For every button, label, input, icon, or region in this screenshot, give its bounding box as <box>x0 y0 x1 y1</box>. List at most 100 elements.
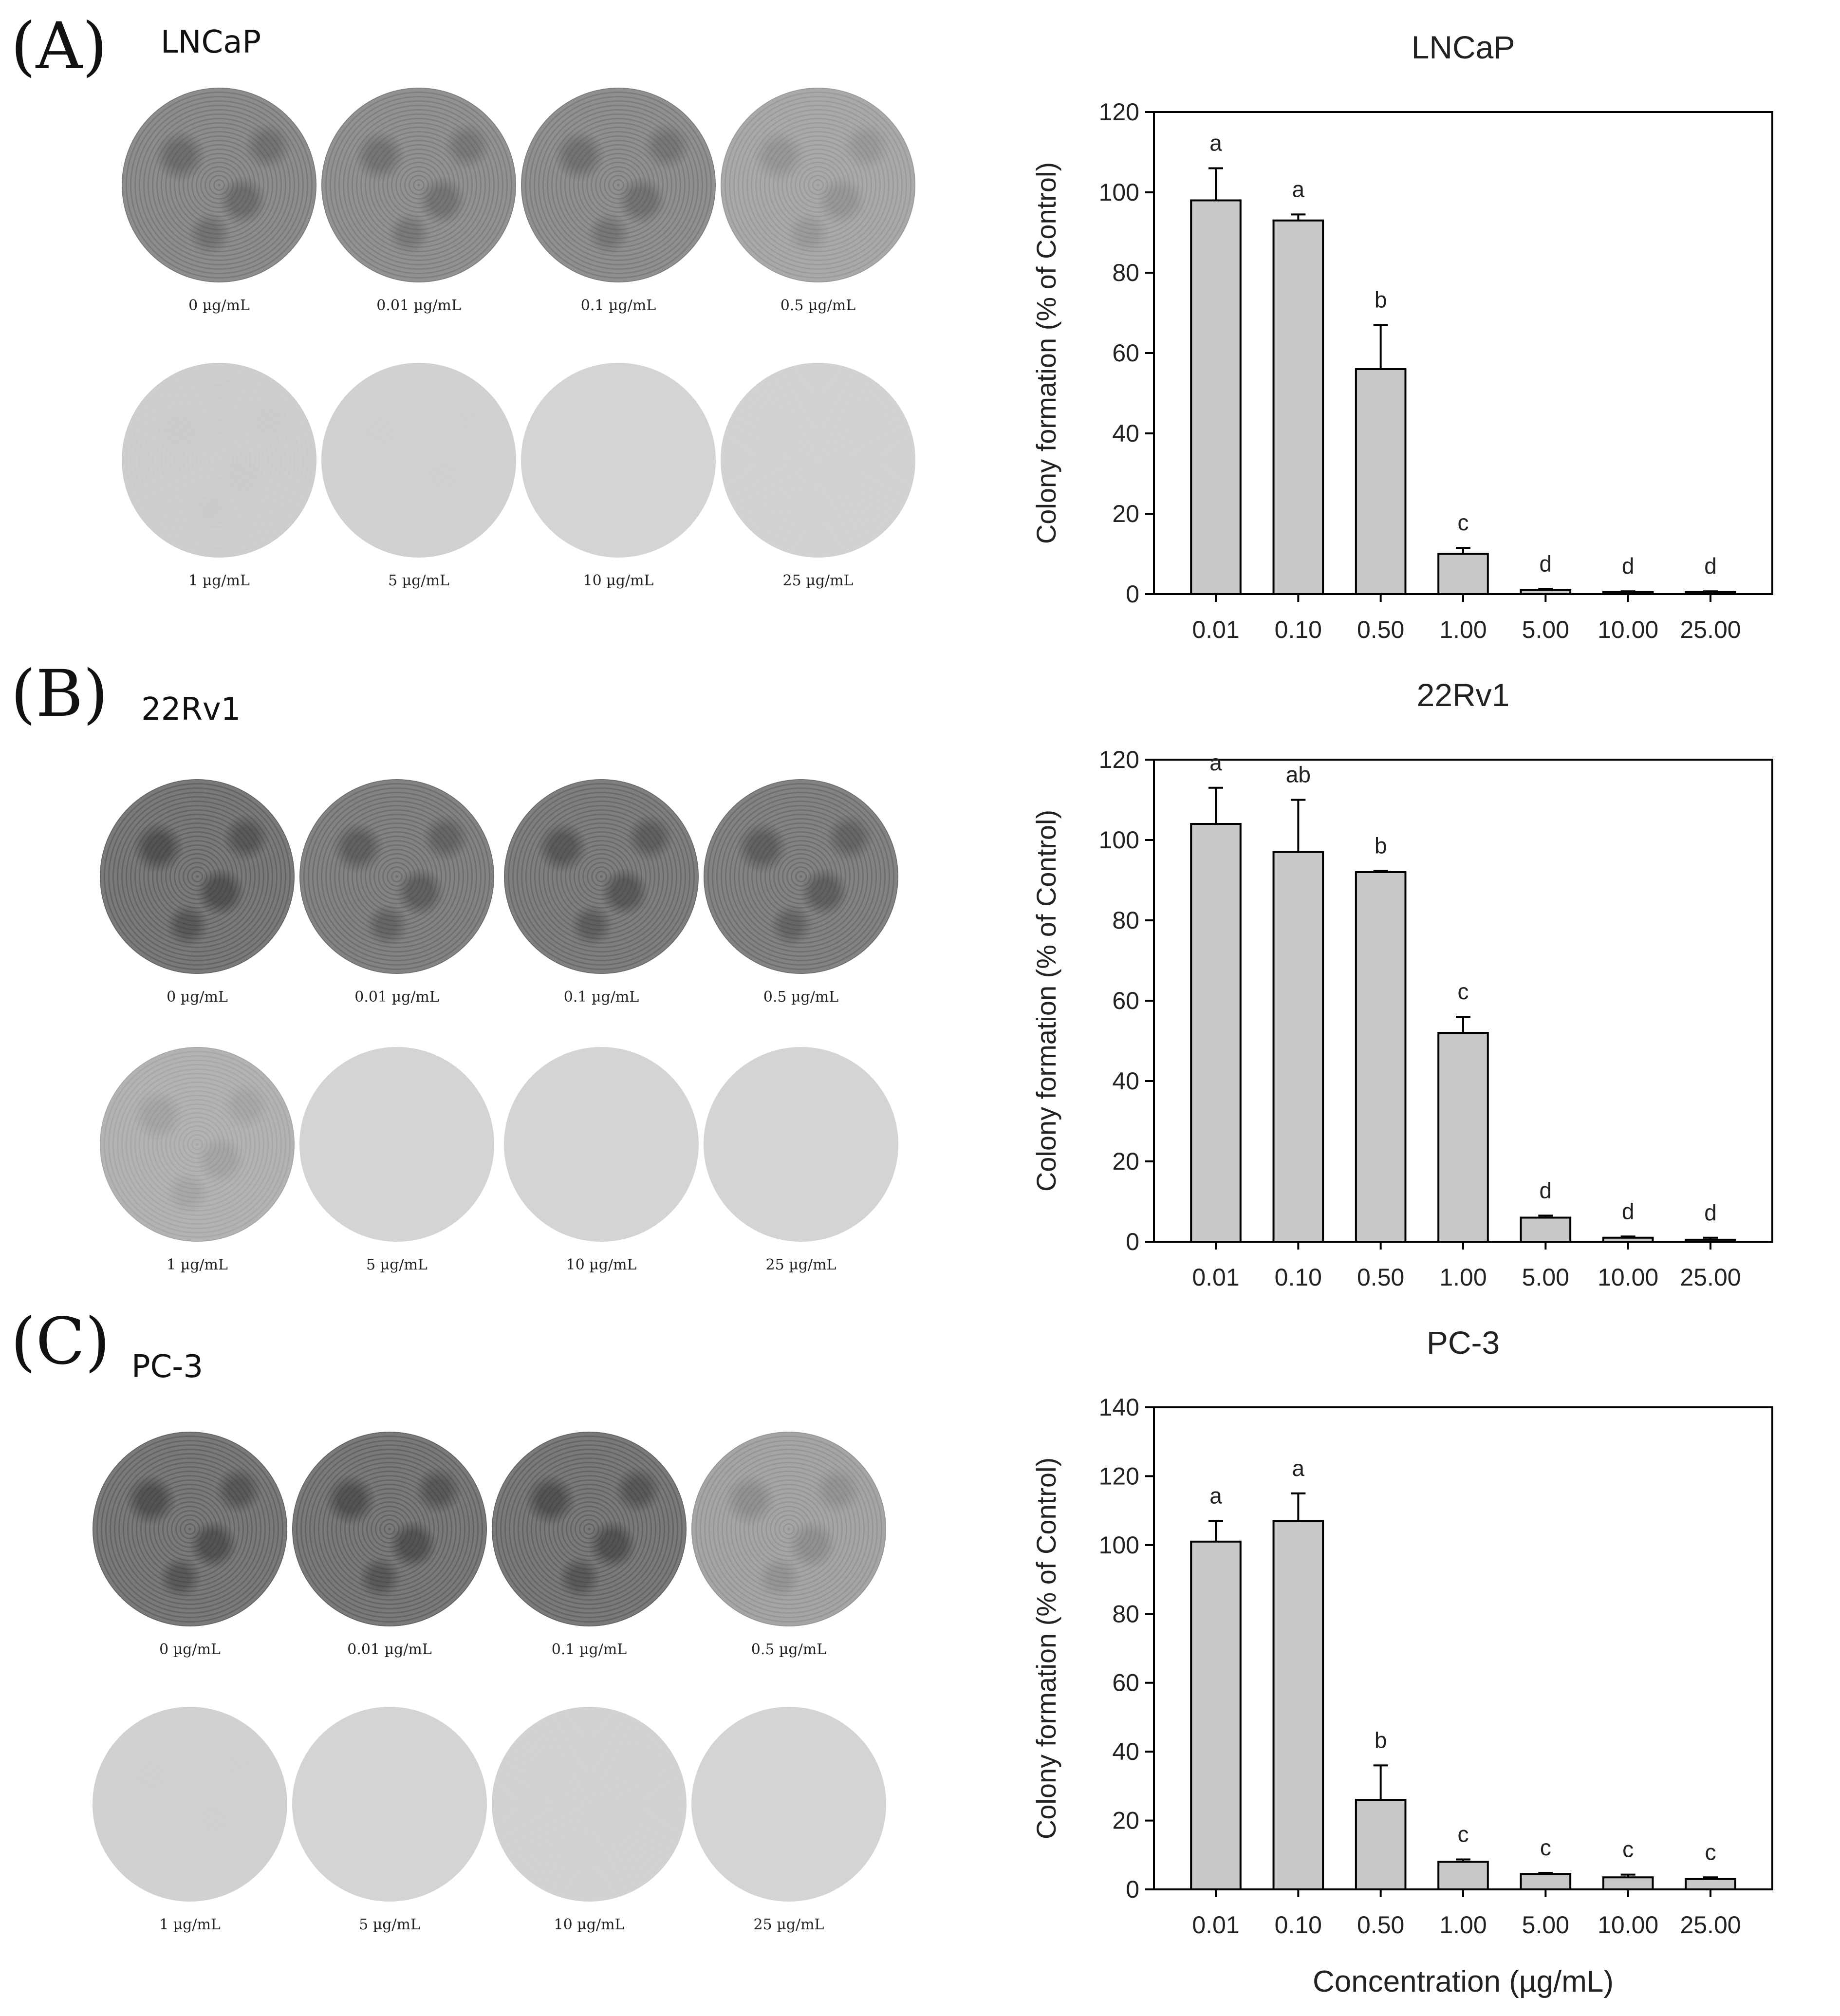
significance-label: d <box>1540 1177 1552 1203</box>
petri-dish <box>721 363 915 558</box>
panel-letter: (B) <box>11 656 108 731</box>
y-tick-label: 40 <box>1112 1738 1139 1765</box>
x-tick-label: 0.10 <box>1275 616 1322 643</box>
chart-title: LNCaP <box>1412 29 1515 65</box>
y-tick-label: 100 <box>1099 179 1139 206</box>
bar-chart-lncap: LNCaP 0 20 40 60 80 100 120 Colony formation (% … <box>1031 29 1773 643</box>
petri-dish <box>492 1432 687 1626</box>
bar <box>1190 823 1242 1243</box>
petri-dish <box>721 88 915 282</box>
bar <box>1190 1540 1242 1890</box>
bar <box>1272 1520 1324 1891</box>
y-tick-label: 20 <box>1112 500 1139 527</box>
x-tick-label: 25.00 <box>1680 1911 1741 1939</box>
petri-dish <box>122 363 316 558</box>
dish-concentration-label: 25 µg/mL <box>782 572 854 589</box>
petri-dish <box>321 88 516 282</box>
significance-label: d <box>1622 1198 1635 1224</box>
y-tick-label: 40 <box>1112 1067 1139 1095</box>
dish-concentration-label: 0.01 µg/mL <box>354 989 439 1006</box>
x-tick-label: 0.10 <box>1275 1264 1322 1291</box>
petri-dish <box>521 88 716 282</box>
bar <box>1437 1861 1489 1891</box>
y-tick-label: 120 <box>1099 1462 1139 1490</box>
significance-label: a <box>1209 1483 1222 1508</box>
bar-chart-22rv1: 22Rv1 0 20 40 60 80 100 120 Colony formation (% … <box>1031 677 1773 1291</box>
dish-concentration-label: 0 µg/mL <box>159 1641 221 1658</box>
petri-dish <box>100 779 295 974</box>
cell-line-label: 22Rv1 <box>141 691 241 728</box>
chart-title: PC-3 <box>1427 1325 1500 1361</box>
panel-letter: (C) <box>11 1304 110 1379</box>
significance-label: b <box>1375 287 1387 312</box>
significance-label: a <box>1209 750 1222 775</box>
bar <box>1520 1873 1572 1891</box>
petri-dish <box>691 1432 886 1626</box>
dish-concentration-label: 0.1 µg/mL <box>580 297 656 314</box>
y-tick-label: 80 <box>1112 907 1139 934</box>
dish-concentration-label: 5 µg/mL <box>388 572 449 589</box>
bar <box>1520 1216 1572 1243</box>
y-tick-label: 60 <box>1112 1669 1139 1697</box>
dish-concentration-label: 0 µg/mL <box>167 989 228 1006</box>
bar <box>1685 1238 1736 1243</box>
dish-concentration-label: 0.1 µg/mL <box>551 1641 627 1658</box>
y-tick-label: 100 <box>1099 826 1139 854</box>
petri-dish <box>691 1707 886 1902</box>
significance-label: c <box>1458 1821 1469 1847</box>
bar <box>1602 591 1654 595</box>
dish-concentration-label: 0 µg/mL <box>188 297 250 314</box>
petri-dish <box>521 363 716 558</box>
chart-title: 22Rv1 <box>1417 677 1510 713</box>
significance-label: ab <box>1286 762 1311 787</box>
y-tick-label: 20 <box>1112 1148 1139 1175</box>
y-tick-label: 120 <box>1099 98 1139 126</box>
dish-concentration-label: 25 µg/mL <box>765 1256 836 1273</box>
significance-label: b <box>1375 833 1387 859</box>
significance-label: d <box>1704 553 1717 579</box>
x-tick-label: 10.00 <box>1598 616 1658 643</box>
y-axis-label: Colony formation (% of Control) <box>1031 1457 1061 1839</box>
bar <box>1355 1799 1407 1891</box>
x-tick-label: 0.50 <box>1357 616 1404 643</box>
bar <box>1190 199 1242 595</box>
y-axis-label: Colony formation (% of Control) <box>1031 810 1061 1192</box>
cell-line-label: PC-3 <box>131 1349 204 1385</box>
significance-label: c <box>1458 510 1469 535</box>
petri-dish <box>292 1707 487 1902</box>
dish-concentration-label: 0.5 µg/mL <box>751 1641 827 1658</box>
dish-concentration-label: 0.1 µg/mL <box>563 989 639 1006</box>
bar <box>1685 591 1736 595</box>
dish-concentration-label: 1 µg/mL <box>159 1916 221 1933</box>
x-tick-label: 10.00 <box>1598 1911 1658 1939</box>
petri-dish <box>93 1707 287 1902</box>
bar <box>1437 1032 1489 1243</box>
y-tick-label: 60 <box>1112 339 1139 367</box>
dish-concentration-label: 25 µg/mL <box>753 1916 824 1933</box>
significance-label: a <box>1292 1456 1305 1481</box>
y-tick-label: 0 <box>1126 1228 1139 1255</box>
petri-dish <box>93 1432 287 1626</box>
plot-frame <box>1153 1406 1773 1890</box>
x-tick-label: 25.00 <box>1680 616 1741 643</box>
x-tick-label: 1.00 <box>1439 1911 1487 1939</box>
x-tick-label: 5.00 <box>1522 1911 1569 1939</box>
y-axis-label: Colony formation (% of Control) <box>1031 162 1061 544</box>
petri-dish <box>704 779 898 974</box>
x-axis-label: Concentration (µg/mL) <box>1313 1965 1614 1998</box>
x-tick-label: 0.50 <box>1357 1911 1404 1939</box>
petri-dish <box>704 1047 898 1242</box>
x-tick-label: 0.10 <box>1275 1911 1322 1939</box>
panel-letter: (A) <box>11 9 108 84</box>
dish-concentration-label: 1 µg/mL <box>167 1256 228 1273</box>
y-tick-label: 0 <box>1126 580 1139 608</box>
y-tick-label: 120 <box>1099 746 1139 773</box>
petri-dish <box>122 88 316 282</box>
y-tick-label: 0 <box>1126 1876 1139 1903</box>
significance-label: c <box>1705 1839 1716 1865</box>
significance-label: a <box>1209 131 1222 156</box>
significance-label: c <box>1458 979 1469 1004</box>
y-tick-label: 60 <box>1112 987 1139 1014</box>
dish-concentration-label: 10 µg/mL <box>583 572 654 589</box>
bar <box>1272 219 1324 595</box>
